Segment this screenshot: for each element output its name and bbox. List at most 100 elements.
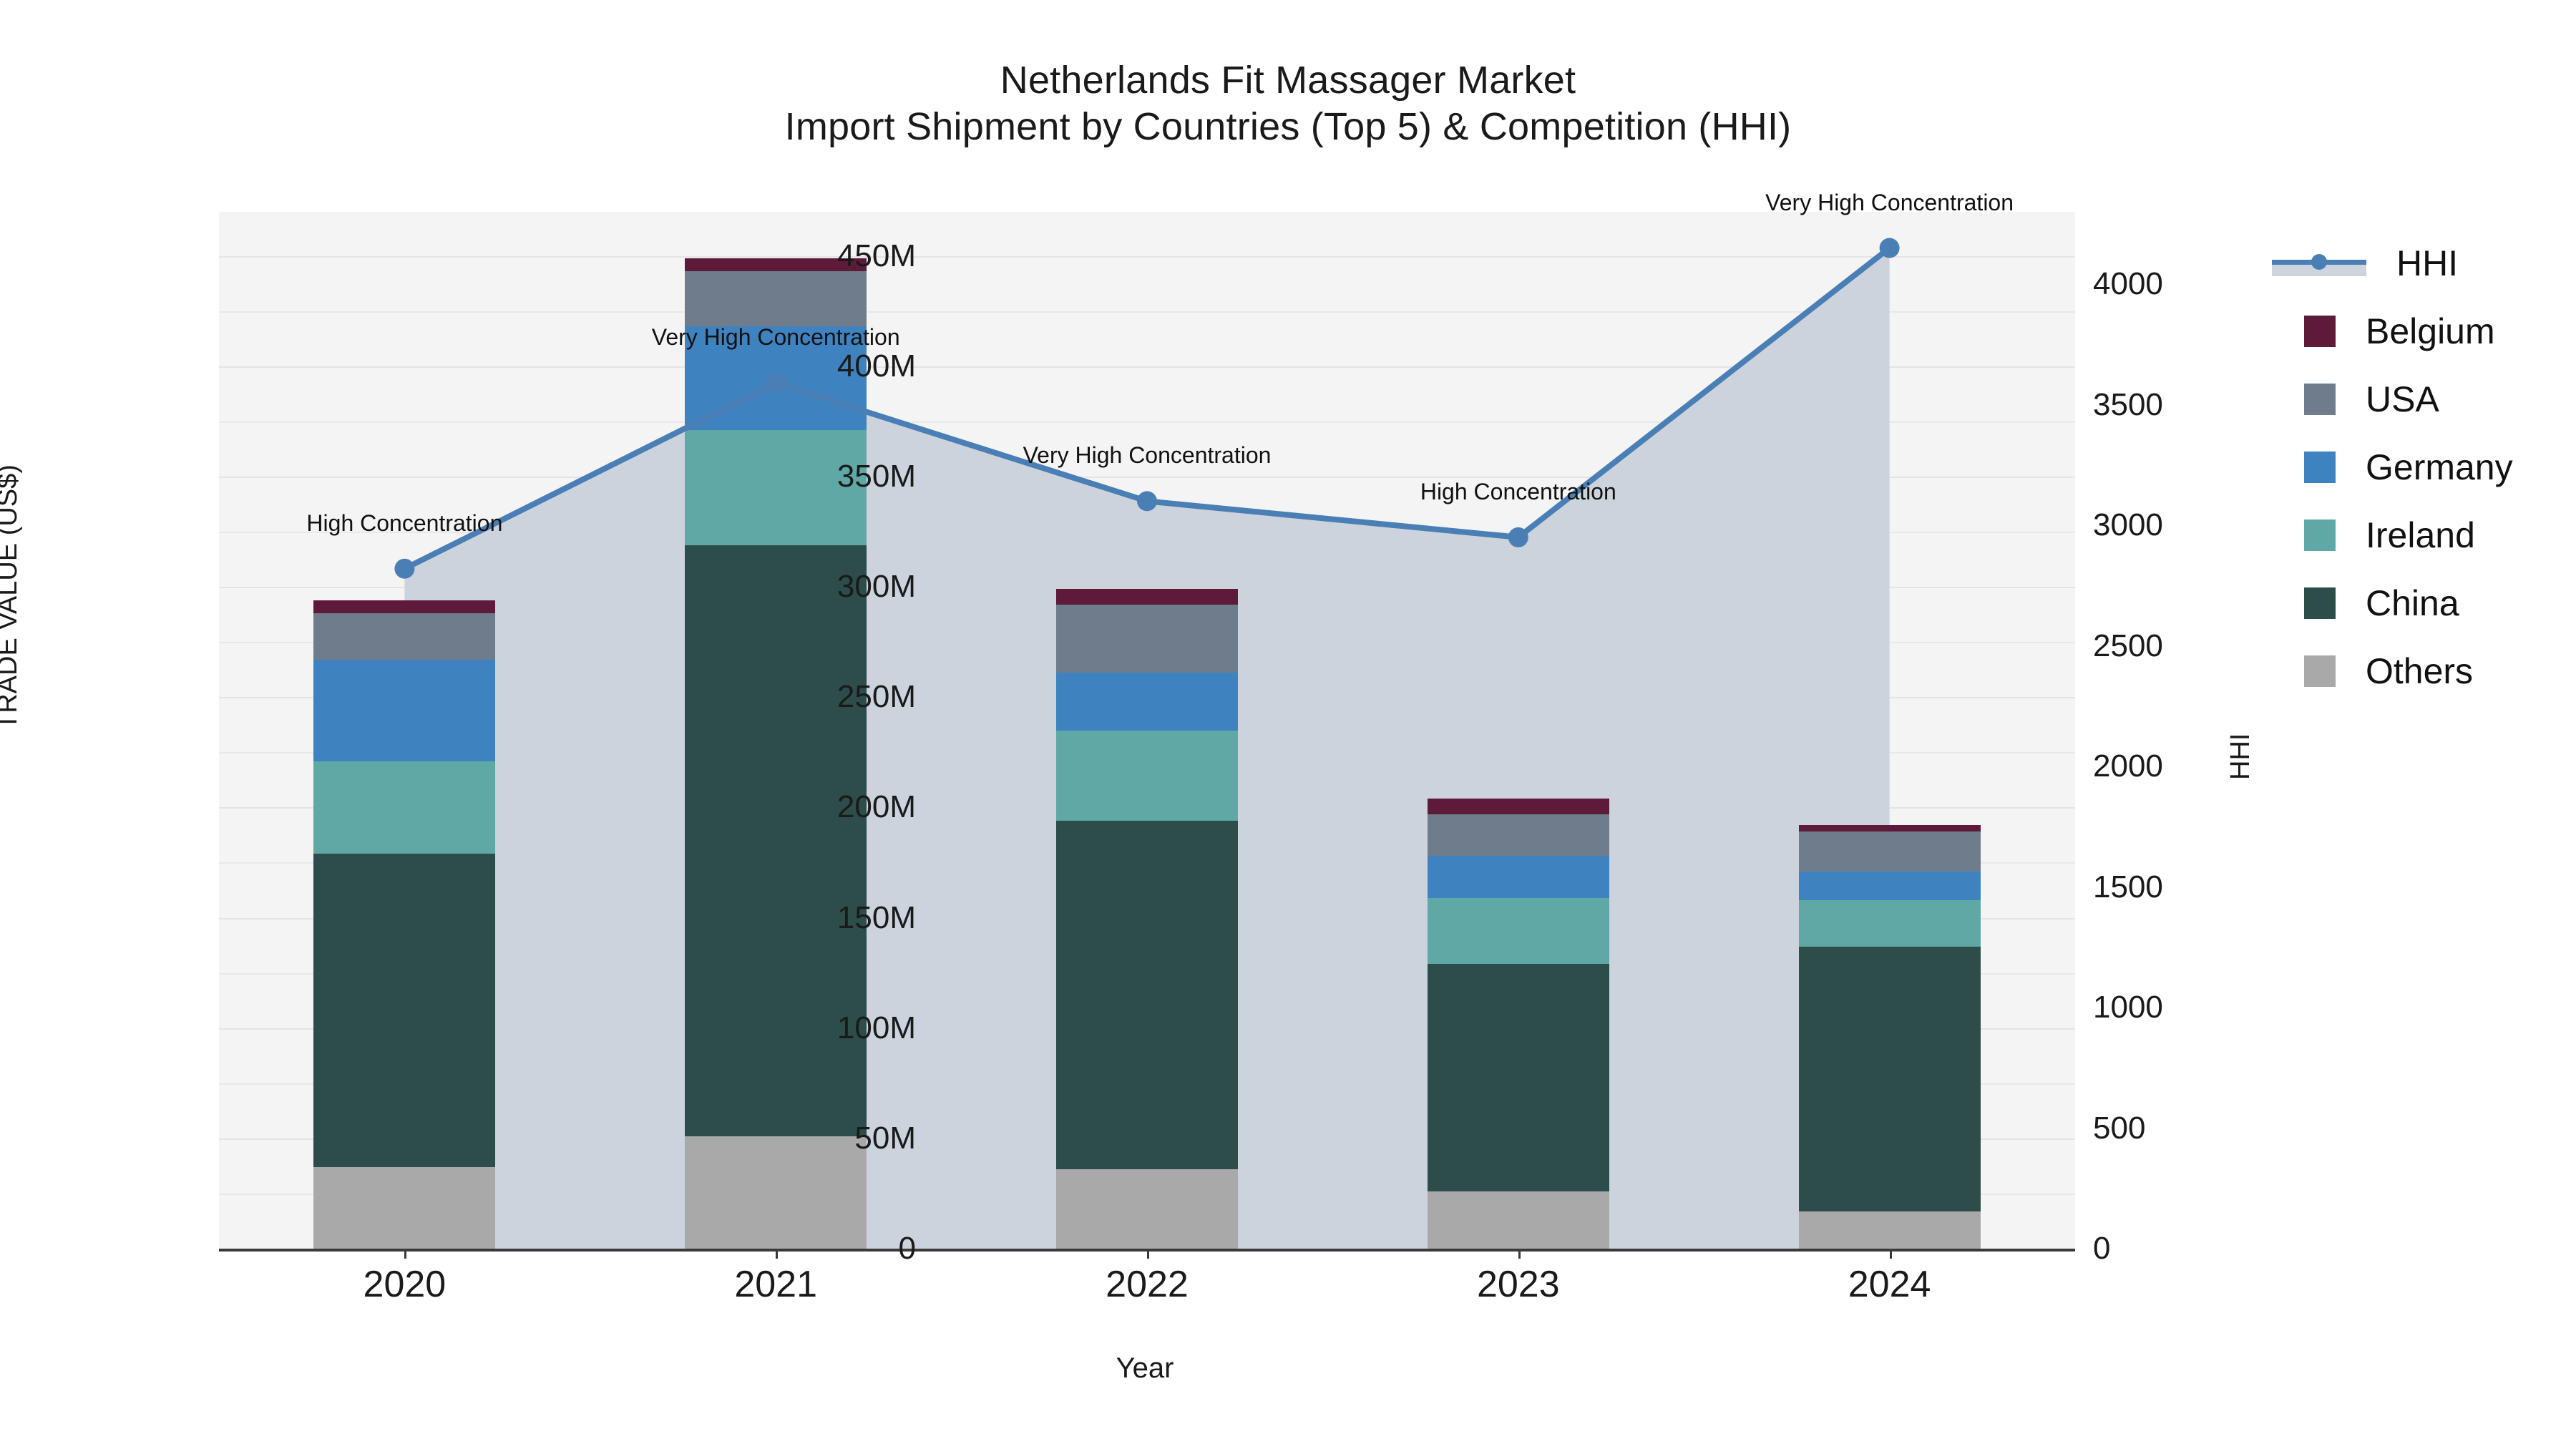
x-axis-tick (1518, 1249, 1521, 1259)
bar-segment-ireland-2022[interactable] (1056, 730, 1238, 821)
y-tick-label: 350M (836, 458, 916, 494)
gridline (219, 311, 2075, 313)
bar-segment-china-2021[interactable] (685, 545, 867, 1136)
y-tick-label: 300M (836, 569, 916, 605)
x-axis-tick (776, 1249, 779, 1259)
x-tick-label-2022: 2022 (1106, 1264, 1189, 1305)
bar-segment-germany-2024[interactable] (1798, 871, 1981, 900)
bar-segment-ireland-2021[interactable] (685, 430, 867, 545)
bar-group-2021[interactable] (685, 212, 867, 1249)
legend-item-china[interactable]: China (2272, 569, 2513, 637)
legend-item-belgium[interactable]: Belgium (2272, 297, 2513, 365)
legend-label-hhi: HHI (2396, 243, 2459, 283)
legend-swatch-ireland (2304, 519, 2336, 551)
legend-label-others: Others (2366, 650, 2474, 691)
legend-label-ireland: Ireland (2366, 514, 2475, 555)
bar-segment-belgium-2020[interactable] (313, 600, 496, 614)
bar-segment-usa-2024[interactable] (1798, 831, 1981, 872)
bar-group-2022[interactable] (1056, 212, 1238, 1249)
y-tick-label: 450M (836, 238, 916, 273)
bar-segment-china-2022[interactable] (1056, 820, 1238, 1170)
hhi-marker-2024[interactable] (1879, 238, 1900, 258)
legend-item-germany[interactable]: Germany (2272, 433, 2513, 501)
y-axis-title: TRADE VALUE (US$) (0, 464, 23, 730)
chart-title-line-2: Import Shipment by Countries (Top 5) & C… (784, 104, 1792, 148)
bar-group-2023[interactable] (1427, 212, 1609, 1249)
hhi-marker-2021[interactable] (766, 373, 786, 394)
bar-segment-belgium-2023[interactable] (1427, 799, 1609, 814)
bar-segment-germany-2023[interactable] (1427, 856, 1609, 898)
annotation-2022: Very High Concentration (1023, 442, 1272, 469)
hhi-marker-2022[interactable] (1137, 491, 1157, 512)
gridline (219, 421, 2075, 423)
bar-group-2024[interactable] (1798, 212, 1981, 1249)
legend-item-usa[interactable]: USA (2272, 365, 2513, 433)
bar-segment-usa-2022[interactable] (1056, 604, 1238, 673)
legend-item-hhi[interactable]: HHI (2272, 229, 2513, 297)
x-tick-label-2021: 2021 (734, 1264, 818, 1305)
bar-segment-china-2024[interactable] (1798, 946, 1981, 1211)
y2-tick-label: 3500 (2093, 386, 2163, 422)
bar-group-2020[interactable] (313, 212, 496, 1249)
legend-swatch-belgium (2304, 315, 2336, 347)
bar-segment-germany-2022[interactable] (1056, 673, 1238, 731)
legend-item-others[interactable]: Others (2272, 637, 2513, 705)
legend-swatch-china (2304, 587, 2336, 619)
legend-swatch-germany (2304, 451, 2336, 483)
annotation-2020: High Concentration (306, 509, 503, 536)
y2-tick-label: 3000 (2093, 507, 2163, 543)
annotation-2024: Very High Concentration (1765, 189, 2014, 215)
legend-swatch-usa (2304, 383, 2336, 415)
hhi-marker-2023[interactable] (1508, 527, 1528, 547)
y2-tick-label: 1000 (2093, 990, 2163, 1025)
plot-area (219, 212, 2075, 1250)
bar-segment-ireland-2024[interactable] (1798, 899, 1981, 947)
gridline (219, 366, 2075, 368)
x-axis-tick (1889, 1249, 1892, 1259)
hhi-line (403, 245, 1892, 572)
y-tick-label: 0 (898, 1231, 916, 1266)
y-tick-label: 200M (836, 789, 916, 825)
legend-label-belgium: Belgium (2366, 311, 2495, 351)
y-tick-label: 150M (836, 899, 916, 935)
y2-tick-label: 0 (2093, 1231, 2111, 1266)
bar-segment-others-2020[interactable] (313, 1166, 496, 1249)
bar-segment-germany-2020[interactable] (313, 659, 496, 761)
y2-tick-label: 2500 (2093, 628, 2163, 663)
x-axis-tick (404, 1249, 407, 1259)
bar-segment-usa-2020[interactable] (313, 613, 496, 660)
bar-segment-usa-2023[interactable] (1427, 814, 1609, 857)
y-tick-label: 100M (836, 1010, 916, 1045)
y-tick-label: 50M (854, 1120, 916, 1156)
bar-segment-others-2024[interactable] (1798, 1211, 1981, 1249)
bar-segment-others-2022[interactable] (1056, 1169, 1238, 1249)
legend-label-usa: USA (2366, 379, 2439, 419)
bar-segment-belgium-2024[interactable] (1798, 825, 1981, 832)
y-tick-label: 250M (836, 679, 916, 715)
y2-tick-label: 4000 (2093, 266, 2163, 302)
x-tick-label-2020: 2020 (363, 1264, 447, 1305)
chart-title-line-1: Netherlands Fit Massager Market (1000, 59, 1576, 102)
legend-item-ireland[interactable]: Ireland (2272, 501, 2513, 569)
legend-label-germany: Germany (2366, 447, 2513, 487)
legend-label-china: China (2366, 582, 2459, 623)
x-axis-title: Year (1116, 1352, 1174, 1384)
hhi-marker-2020[interactable] (394, 558, 415, 579)
bar-segment-ireland-2023[interactable] (1427, 897, 1609, 965)
bar-segment-belgium-2022[interactable] (1056, 589, 1238, 605)
legend: HHI Belgium USA Germany Ireland China Others (2272, 229, 2513, 705)
bar-segment-china-2020[interactable] (313, 854, 496, 1167)
x-axis-tick (1147, 1249, 1149, 1259)
bar-segment-belgium-2021[interactable] (685, 258, 867, 272)
legend-swatch-others (2304, 655, 2336, 687)
x-tick-label-2023: 2023 (1476, 1264, 1560, 1305)
legend-line-key-icon (2272, 248, 2366, 279)
bar-segment-others-2021[interactable] (685, 1136, 867, 1249)
bar-segment-others-2023[interactable] (1427, 1191, 1609, 1249)
bar-segment-ireland-2020[interactable] (313, 761, 496, 854)
x-tick-label-2024: 2024 (1848, 1264, 1931, 1305)
bar-segment-china-2023[interactable] (1427, 964, 1609, 1191)
bar-segment-usa-2021[interactable] (685, 271, 867, 327)
y2-tick-label: 2000 (2093, 748, 2163, 784)
